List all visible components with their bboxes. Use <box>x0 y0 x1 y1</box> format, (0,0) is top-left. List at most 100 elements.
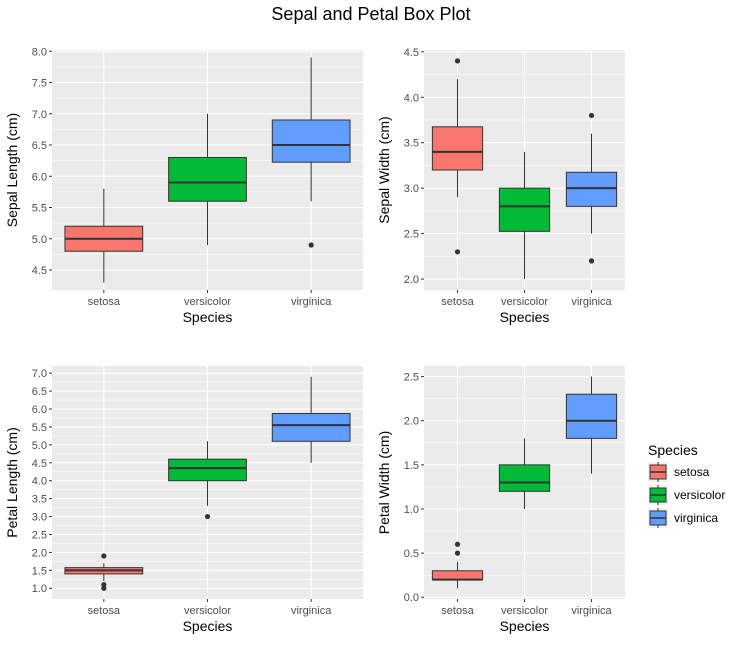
outlier-point <box>588 258 595 264</box>
box-iqr <box>498 464 551 492</box>
y-tick-label: 2.0 <box>404 274 419 286</box>
box-virginica <box>565 112 618 264</box>
y-tick-label: 2.0 <box>32 547 47 559</box>
panel-4: 0.0 0.5 1.0 1.5 2.0 2.5 setosa versicolor virgin… <box>376 366 625 634</box>
y-tick-label: 2.5 <box>404 229 419 241</box>
y-tick-label: 3.5 <box>32 494 47 506</box>
y-tick-label: 1.5 <box>404 460 419 472</box>
y-tick-label: 2.5 <box>32 529 47 541</box>
legend-item-virginica: virginica <box>648 508 718 528</box>
legend-item-setosa: setosa <box>648 462 710 482</box>
y-tick-label: 4.0 <box>404 92 419 104</box>
y-tick-label: 6.0 <box>32 404 47 416</box>
panel-2: 2.0 2.5 3.0 3.5 4.0 4.5 setosa versicolor virgin… <box>376 47 625 325</box>
x-tick-label: virginica <box>571 605 612 617</box>
y-tick-label: 5.5 <box>32 203 47 215</box>
box-setosa <box>64 553 144 591</box>
y-axis-title: Sepal Length (cm) <box>4 113 20 227</box>
box-iqr <box>271 119 351 163</box>
y-tick-label: 7.5 <box>32 78 47 90</box>
y-tick-label: 4.5 <box>32 458 47 470</box>
y-tick-label: 3.0 <box>32 512 47 524</box>
figure-title: Sepal and Petal Box Plot <box>271 4 471 24</box>
legend-label: setosa <box>674 465 710 479</box>
y-tick-label: 0.5 <box>404 548 419 560</box>
outlier-point <box>101 582 107 588</box>
y-tick-label: 4.0 <box>32 476 47 488</box>
y-tick-label: 1.5 <box>32 565 47 577</box>
outlier-point <box>101 553 107 559</box>
box-iqr <box>168 157 247 202</box>
y-tick-label: 0.0 <box>404 592 419 604</box>
box-versicolor <box>498 151 551 280</box>
x-tick-label: virginica <box>291 296 332 308</box>
x-tick-label: setosa <box>88 605 121 617</box>
box-versicolor <box>168 441 247 520</box>
y-tick-label: 5.0 <box>32 234 47 246</box>
x-tick-label: virginica <box>571 296 612 308</box>
box-iqr <box>431 570 484 581</box>
x-axis-title: Species <box>500 309 550 325</box>
outlier-point <box>454 541 461 547</box>
box-iqr <box>168 458 247 482</box>
panel-1: 4.5 5.0 5.5 6.0 6.5 7.0 7.5 8.0 setosa versicolor… <box>4 46 363 325</box>
box-iqr <box>565 171 618 207</box>
x-tick-label: setosa <box>88 296 121 308</box>
y-tick-label: 4.5 <box>404 47 419 59</box>
y-tick-label: 3.5 <box>404 138 419 150</box>
legend: Species setosa versicolor virginica <box>648 442 725 528</box>
box-setosa <box>64 188 144 283</box>
outlier-point <box>101 585 107 591</box>
outlier-point <box>454 550 461 556</box>
y-tick-label: 7.0 <box>32 109 47 121</box>
x-tick-label: virginica <box>291 605 332 617</box>
x-tick-label: setosa <box>441 605 474 617</box>
x-tick-label: versicolor <box>501 605 548 617</box>
y-tick-label: 6.5 <box>32 386 47 398</box>
outlier-point <box>204 513 211 520</box>
box-virginica <box>565 376 618 474</box>
box-versicolor <box>168 113 247 245</box>
y-axis-title: Sepal Width (cm) <box>376 116 392 223</box>
legend-title: Species <box>648 442 698 458</box>
outlier-point <box>308 242 314 248</box>
x-tick-label: versicolor <box>501 296 548 308</box>
y-tick-label: 7.0 <box>32 368 47 380</box>
y-tick-label: 2.0 <box>404 416 419 428</box>
outlier-point <box>588 112 595 119</box>
y-tick-label: 5.5 <box>32 422 47 434</box>
y-tick-label: 6.5 <box>32 140 47 152</box>
y-tick-label: 1.0 <box>32 583 47 595</box>
y-tick-label: 4.5 <box>32 265 47 277</box>
legend-item-versicolor: versicolor <box>648 485 725 505</box>
outlier-point <box>454 58 461 64</box>
y-tick-label: 6.0 <box>32 171 47 183</box>
y-tick-label: 1.0 <box>404 504 419 516</box>
legend-label: versicolor <box>674 488 725 502</box>
box-iqr <box>271 412 351 442</box>
y-tick-label: 3.0 <box>404 183 419 195</box>
panel-3: 1.0 1.5 2.0 2.5 3.0 3.5 4.0 4.5 5.0 5.5 6.0 6.5 7.0 s… <box>4 366 363 634</box>
box-iqr <box>498 187 551 232</box>
box-setosa <box>431 541 484 589</box>
x-axis-title: Species <box>183 309 233 325</box>
x-axis-title: Species <box>500 618 550 634</box>
x-tick-label: versicolor <box>184 605 231 617</box>
box-iqr <box>431 126 484 171</box>
box-virginica <box>271 57 351 248</box>
y-axis-title: Petal Width (cm) <box>376 431 392 534</box>
y-tick-label: 2.5 <box>404 372 419 384</box>
box-versicolor <box>498 438 551 509</box>
y-axis-title: Petal Length (cm) <box>4 427 20 538</box>
outlier-point <box>454 249 461 255</box>
x-tick-label: versicolor <box>184 296 231 308</box>
x-axis-title: Species <box>183 618 233 634</box>
box-iqr <box>565 393 618 439</box>
legend-label: virginica <box>674 511 718 525</box>
box-virginica <box>271 376 351 463</box>
x-tick-label: setosa <box>441 296 474 308</box>
y-tick-label: 5.0 <box>32 440 47 452</box>
y-tick-label: 8.0 <box>32 46 47 58</box>
